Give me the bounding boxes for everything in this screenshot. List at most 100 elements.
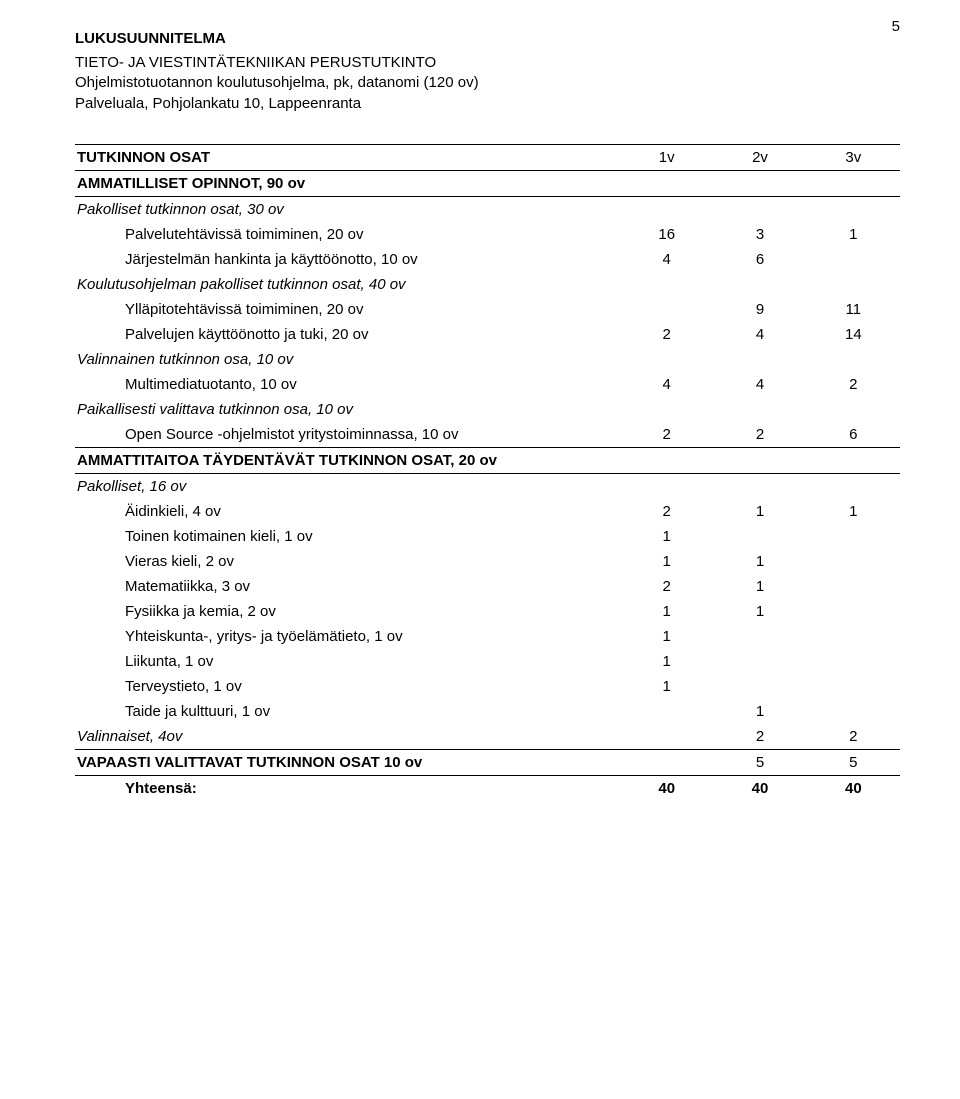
table-row: Järjestelmän hankinta ja käyttöönotto, 1… <box>75 247 900 272</box>
table-header-row: TUTKINNON OSAT 1v 2v 3v <box>75 144 900 170</box>
cell <box>713 674 806 699</box>
col-header-1v: 1v <box>620 144 713 170</box>
cell: 1 <box>620 524 713 549</box>
cell: 40 <box>713 775 806 801</box>
table-row: Liikunta, 1 ov 1 <box>75 649 900 674</box>
label-ammattitaitoa: AMMATTITAITOA TÄYDENTÄVÄT TUTKINNON OSAT… <box>75 447 620 473</box>
table-row: Palvelujen käyttöönotto ja tuki, 20 ov 2… <box>75 322 900 347</box>
subtitle-location: Palveluala, Pohjolankatu 10, Lappeenrant… <box>75 94 900 114</box>
cell <box>807 599 900 624</box>
table-row: Matematiikka, 3 ov 2 1 <box>75 574 900 599</box>
label-ammatilliset: AMMATILLISET OPINNOT, 90 ov <box>75 170 620 196</box>
row-pakolliset-30: Pakolliset tutkinnon osat, 30 ov <box>75 196 900 222</box>
cell: 5 <box>713 749 806 775</box>
cell: 2 <box>620 499 713 524</box>
label-valinnainen-10: Valinnainen tutkinnon osa, 10 ov <box>75 347 620 372</box>
cell <box>807 699 900 724</box>
table-row: Multimediatuotanto, 10 ov 4 4 2 <box>75 372 900 397</box>
row-label: Liikunta, 1 ov <box>75 649 620 674</box>
table-row: Taide ja kulttuuri, 1 ov 1 <box>75 699 900 724</box>
cell <box>807 247 900 272</box>
page-number: 5 <box>892 18 900 35</box>
cell <box>713 649 806 674</box>
cell: 1 <box>713 574 806 599</box>
label-koulutus-40: Koulutusohjelman pakolliset tutkinnon os… <box>75 272 620 297</box>
cell: 1 <box>807 222 900 247</box>
cell: 2 <box>713 422 806 448</box>
row-vapaasti: VAPAASTI VALITTAVAT TUTKINNON OSAT 10 ov… <box>75 749 900 775</box>
col-header-3v: 3v <box>807 144 900 170</box>
cell: 1 <box>620 674 713 699</box>
cell: 4 <box>620 372 713 397</box>
row-koulutusohjelma-40: Koulutusohjelman pakolliset tutkinnon os… <box>75 272 900 297</box>
cell: 40 <box>620 775 713 801</box>
table-row: Fysiikka ja kemia, 2 ov 1 1 <box>75 599 900 624</box>
cell: 2 <box>807 372 900 397</box>
cell <box>807 624 900 649</box>
cell: 1 <box>713 699 806 724</box>
label-yhteensa: Yhteensä: <box>75 775 620 801</box>
label-pakolliset-30: Pakolliset tutkinnon osat, 30 ov <box>75 196 620 222</box>
label-vapaasti: VAPAASTI VALITTAVAT TUTKINNON OSAT 10 ov <box>75 749 620 775</box>
cell: 5 <box>807 749 900 775</box>
cell <box>713 524 806 549</box>
cell <box>713 624 806 649</box>
cell: 40 <box>807 775 900 801</box>
row-ammatilliset-opinnot: AMMATILLISET OPINNOT, 90 ov <box>75 170 900 196</box>
row-label: Terveystieto, 1 ov <box>75 674 620 699</box>
cell <box>807 549 900 574</box>
row-yhteensa: Yhteensä: 40 40 40 <box>75 775 900 801</box>
row-valinnainen-10: Valinnainen tutkinnon osa, 10 ov <box>75 347 900 372</box>
cell: 1 <box>620 599 713 624</box>
table-row: Vieras kieli, 2 ov 1 1 <box>75 549 900 574</box>
row-ammattitaitoa-heading: AMMATTITAITOA TÄYDENTÄVÄT TUTKINNON OSAT… <box>75 447 900 473</box>
cell: 16 <box>620 222 713 247</box>
cell: 1 <box>620 624 713 649</box>
row-label: Taide ja kulttuuri, 1 ov <box>75 699 620 724</box>
cell: 11 <box>807 297 900 322</box>
cell: 1 <box>620 649 713 674</box>
cell: 2 <box>713 724 806 750</box>
cell <box>620 297 713 322</box>
cell: 1 <box>807 499 900 524</box>
row-label: Yhteiskunta-, yritys- ja työelämätieto, … <box>75 624 620 649</box>
row-label: Matematiikka, 3 ov <box>75 574 620 599</box>
row-label: Ylläpitotehtävissä toimiminen, 20 ov <box>75 297 620 322</box>
row-paikallisesti-10: Paikallisesti valittava tutkinnon osa, 1… <box>75 397 900 422</box>
row-valinnaiset-4: Valinnaiset, 4ov 2 2 <box>75 724 900 750</box>
table-row: Yhteiskunta-, yritys- ja työelämätieto, … <box>75 624 900 649</box>
curriculum-table: TUTKINNON OSAT 1v 2v 3v AMMATILLISET OPI… <box>75 144 900 801</box>
row-label: Palvelutehtävissä toimiminen, 20 ov <box>75 222 620 247</box>
row-label: Toinen kotimainen kieli, 1 ov <box>75 524 620 549</box>
table-row: Ylläpitotehtävissä toimiminen, 20 ov 9 1… <box>75 297 900 322</box>
label-pakolliset-16: Pakolliset, 16 ov <box>75 473 620 499</box>
cell: 3 <box>713 222 806 247</box>
cell: 4 <box>713 322 806 347</box>
cell: 1 <box>713 549 806 574</box>
row-label: Vieras kieli, 2 ov <box>75 549 620 574</box>
cell: 4 <box>713 372 806 397</box>
doc-title: LUKUSUUNNITELMA <box>75 30 900 47</box>
row-label: Multimediatuotanto, 10 ov <box>75 372 620 397</box>
cell: 1 <box>713 599 806 624</box>
cell: 1 <box>620 549 713 574</box>
table-row: Palvelutehtävissä toimiminen, 20 ov 16 3… <box>75 222 900 247</box>
cell: 2 <box>620 322 713 347</box>
cell: 2 <box>620 574 713 599</box>
table-row: Toinen kotimainen kieli, 1 ov 1 <box>75 524 900 549</box>
section-heading-tutkinnon-osat: TUTKINNON OSAT <box>75 144 620 170</box>
row-label: Palvelujen käyttöönotto ja tuki, 20 ov <box>75 322 620 347</box>
cell <box>807 649 900 674</box>
row-label: Open Source -ohjelmistot yritystoiminnas… <box>75 422 620 448</box>
cell <box>807 674 900 699</box>
subtitle-degree: TIETO- JA VIESTINTÄTEKNIIKAN PERUSTUTKIN… <box>75 53 900 73</box>
cell: 1 <box>713 499 806 524</box>
row-pakolliset-16: Pakolliset, 16 ov <box>75 473 900 499</box>
row-label: Järjestelmän hankinta ja käyttöönotto, 1… <box>75 247 620 272</box>
table-row: Terveystieto, 1 ov 1 <box>75 674 900 699</box>
cell <box>620 749 713 775</box>
page: 5 LUKUSUUNNITELMA TIETO- JA VIESTINTÄTEK… <box>0 0 960 1099</box>
label-valinnaiset-4: Valinnaiset, 4ov <box>75 724 620 750</box>
label-paikallisesti-10: Paikallisesti valittava tutkinnon osa, 1… <box>75 397 620 422</box>
col-header-2v: 2v <box>713 144 806 170</box>
